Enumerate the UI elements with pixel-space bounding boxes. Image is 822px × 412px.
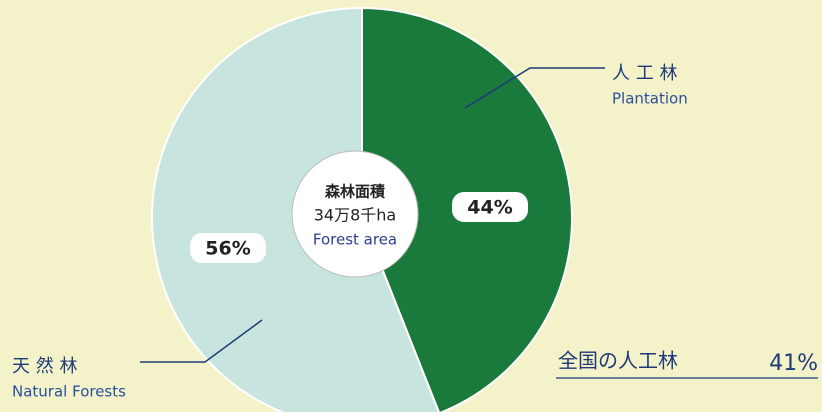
category-label: 天 然 林 bbox=[12, 356, 77, 377]
leader-line bbox=[140, 319, 263, 363]
category-label-en: Natural Forests bbox=[12, 383, 126, 401]
category-label: 人 工 林 bbox=[612, 63, 677, 84]
center-label: 森林面積 bbox=[325, 183, 386, 201]
center-circle bbox=[291, 150, 419, 278]
leader-line bbox=[464, 67, 605, 109]
value-label: 56% bbox=[205, 238, 250, 260]
center-label: Forest area bbox=[313, 231, 397, 249]
note-value: 41% bbox=[769, 351, 818, 376]
center-label: 34万8千ha bbox=[314, 206, 397, 225]
value-label-box bbox=[452, 192, 528, 222]
category-label-en: Plantation bbox=[612, 90, 688, 108]
note-text: 全国の人工林 bbox=[558, 349, 678, 373]
value-label: 44% bbox=[467, 197, 512, 219]
value-label-box bbox=[190, 233, 266, 263]
